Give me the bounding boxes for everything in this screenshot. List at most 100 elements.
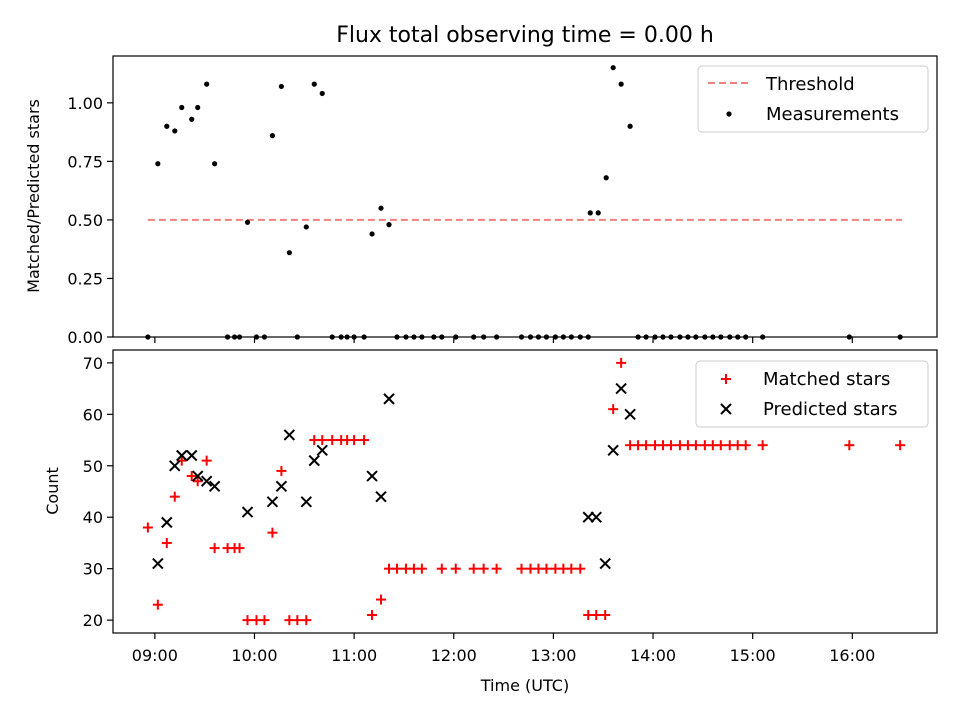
measurement-point [587, 210, 593, 216]
matched-star-point [715, 440, 726, 451]
predicted-star-point [300, 496, 313, 508]
bottom-legend-box [695, 360, 929, 428]
predicted-star-point [607, 444, 619, 457]
matched-star-point [142, 522, 153, 533]
matched-star-point [292, 615, 303, 626]
bottom-x-tick-label: 15:00 [730, 646, 776, 665]
predicted-star-point [383, 393, 395, 405]
measurement-point [303, 224, 309, 230]
measurement-point [195, 104, 201, 111]
matched-star-point [391, 563, 402, 574]
predicted-star-point [208, 480, 221, 493]
predicted-star-point [241, 506, 254, 518]
predicted-star-point [624, 408, 636, 421]
bottom-x-tick-label: 16:00 [829, 646, 875, 665]
matched-star-point [757, 440, 768, 451]
matched-star-point [491, 563, 502, 574]
bottom-y-tick-label: 30 [83, 560, 103, 579]
top-y-tick-label: 0.00 [67, 328, 103, 347]
legend-matched-swatch [721, 374, 731, 384]
matched-star-point [176, 455, 187, 466]
matched-star-point [349, 435, 360, 446]
matched-star-point [209, 543, 220, 554]
matched-star-point [242, 615, 253, 626]
top-y-ticks: 0.00 0.25 0.50 0.75 1.00 [67, 94, 113, 347]
matched-star-point [616, 357, 627, 368]
measurement-point [212, 161, 218, 167]
matched-star-point [740, 440, 751, 451]
predicted-star-point [186, 449, 198, 462]
measurement-point [286, 250, 292, 256]
legend-measurements-swatch [726, 111, 732, 117]
bottom-y-ticks: 20 30 40 50 60 70 [83, 354, 113, 630]
matched-star-point [641, 440, 652, 451]
measurement-point [627, 123, 633, 129]
measurement-point [610, 65, 616, 71]
matched-star-point [690, 440, 701, 451]
matched-star-point [186, 471, 197, 482]
legend-measurements-label: Measurements [766, 104, 899, 125]
matched-star-point [416, 563, 427, 574]
matched-star-point [367, 609, 378, 620]
predicted-star-point [308, 454, 320, 467]
legend-matched-label: Matched stars [763, 369, 890, 390]
matched-star-point [468, 563, 479, 574]
measurement-point [378, 205, 384, 211]
top-y-tick-label: 1.00 [67, 94, 103, 113]
bottom-y-tick-label: 50 [83, 457, 103, 476]
matched-star-point [608, 404, 619, 415]
measurement-point [618, 81, 624, 87]
predicted-star-point [599, 557, 611, 570]
matched-star-point [327, 435, 338, 446]
top-legend: Threshold Measurements [697, 65, 929, 133]
measurement-point [595, 210, 601, 216]
predicted-star-point [152, 557, 164, 570]
top-y-tick-label: 0.75 [67, 152, 103, 171]
bottom-panel: 20 30 40 50 60 70 09:00 10:00 11:00 12:00 13:00 14… [43, 349, 938, 695]
matched-star-point [600, 609, 611, 620]
measurement-point [386, 222, 392, 228]
measurement-point [319, 90, 325, 97]
predicted-star-point [590, 511, 602, 523]
top-x-ticks [154, 337, 853, 343]
bottom-x-tick-label: 14:00 [630, 646, 676, 665]
measurement-point [369, 231, 375, 237]
bottom-legend: Matched stars Predicted stars [695, 360, 929, 428]
measurement-point [179, 104, 185, 111]
predicted-star-point [266, 496, 279, 508]
predicted-star-point [176, 449, 188, 462]
bottom-plot-marks [142, 357, 906, 626]
bottom-x-tick-label: 13:00 [530, 646, 576, 665]
matched-star-point [591, 609, 602, 620]
matched-star-point [566, 563, 577, 574]
matched-star-point [317, 435, 328, 446]
chart-title: Flux total observing time = 0.00 h [336, 23, 714, 48]
top-y-tick-label: 0.50 [67, 211, 103, 230]
measurement-point [269, 133, 276, 139]
legend-predicted-swatch [720, 403, 732, 415]
matched-star-point [192, 476, 203, 487]
measurement-point [278, 83, 284, 90]
legend-predicted-label: Predicted stars [763, 399, 897, 420]
bottom-y-tick-label: 40 [83, 508, 103, 527]
measurement-point [172, 128, 178, 134]
predicted-star-point [316, 444, 328, 457]
matched-star-point [161, 537, 172, 548]
measurement-point [603, 175, 609, 181]
predicted-star-point [615, 382, 627, 395]
predicted-star-point [283, 429, 296, 441]
matched-star-point [267, 527, 278, 538]
bottom-axes-frame [112, 349, 938, 634]
matched-star-point [201, 455, 212, 466]
legend-threshold-label: Threshold [765, 74, 855, 95]
matched-star-point [665, 440, 676, 451]
measurement-point [155, 161, 161, 167]
top-y-tick-label: 0.25 [67, 269, 103, 288]
bottom-y-tick-label: 20 [83, 611, 103, 630]
matched-star-point [895, 440, 906, 451]
top-axes-frame [112, 55, 938, 338]
bottom-y-axis-label: Count [43, 467, 62, 515]
bottom-x-tick-label: 12:00 [431, 646, 477, 665]
bottom-x-tick-label: 11:00 [331, 646, 377, 665]
